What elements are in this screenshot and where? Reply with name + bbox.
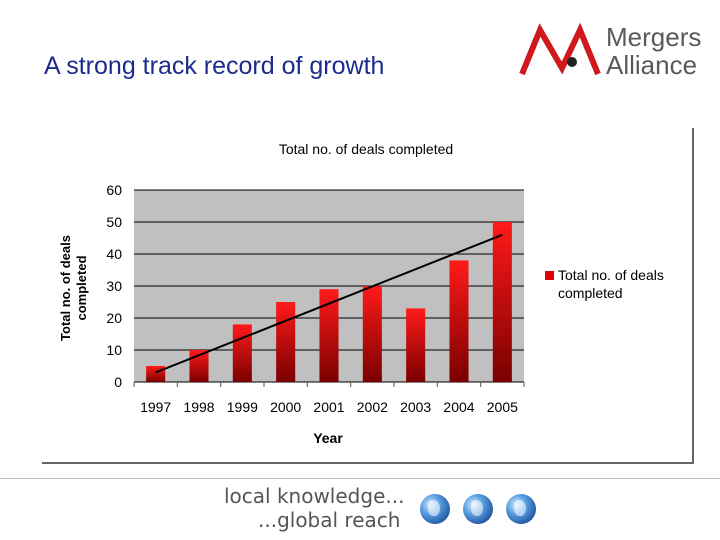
x-tick-label: 2000: [270, 399, 301, 415]
y-tick-label: 40: [106, 246, 122, 262]
legend-label-line1: Total no. of deals: [558, 267, 664, 283]
x-tick-label: 2004: [443, 399, 474, 415]
x-tick-label: 2001: [313, 399, 344, 415]
y-tick-label: 20: [106, 310, 122, 326]
bar-2000: [276, 302, 296, 382]
y-axis-label: Total no. of deals completed: [58, 235, 89, 341]
y-tick-label: 50: [106, 214, 122, 230]
bar-2004: [449, 260, 469, 382]
legend-swatch: [545, 271, 554, 280]
y-axis-label-line2: completed: [74, 255, 89, 320]
x-tick-labels: 1997 1998 1999 2000 2001 2002 2003 2004 2005: [140, 399, 518, 415]
y-tick-label: 0: [114, 374, 122, 390]
chart-title: Total no. of deals completed: [279, 141, 453, 157]
tagline-global-reach: ...global reach: [258, 508, 401, 532]
x-tick-label: 2002: [357, 399, 388, 415]
deals-chart: Total no. of deals completed Total no. o…: [58, 141, 664, 446]
x-tick-label: 1997: [140, 399, 171, 415]
chart-frame: Total no. of deals completed Total no. o…: [42, 128, 694, 464]
mergers-alliance-logo: Mergers Alliance: [516, 22, 706, 82]
x-axis-label: Year: [313, 430, 343, 446]
y-tick-label: 30: [106, 278, 122, 294]
globe-europe-icon: [420, 494, 450, 524]
x-tick-label: 2005: [487, 399, 518, 415]
logo-mark-icon: [519, 22, 601, 76]
legend-label-line2: completed: [558, 285, 623, 301]
y-tick-label: 10: [106, 342, 122, 358]
globe-americas-icon: [463, 494, 493, 524]
bar-2001: [319, 289, 339, 382]
footer-divider: [0, 478, 720, 479]
bar-2002: [362, 286, 382, 382]
tagline-local-knowledge: local knowledge...: [224, 484, 405, 508]
trendline-segment: [155, 233, 503, 374]
x-tick-label: 1998: [183, 399, 214, 415]
y-axis-label-line1: Total no. of deals: [58, 235, 73, 341]
logo-word-mergers: Mergers: [606, 22, 702, 52]
x-tick-label: 2003: [400, 399, 431, 415]
legend: Total no. of deals completed: [545, 267, 664, 301]
bar-1997: [146, 366, 166, 382]
trendline: [155, 233, 503, 374]
slide-title: A strong track record of growth: [44, 52, 385, 80]
y-tick-labels: 0 10 20 30 40 50 60: [106, 182, 122, 390]
x-tick-label: 1999: [227, 399, 258, 415]
y-tick-label: 60: [106, 182, 122, 198]
bar-1999: [232, 324, 252, 382]
bar-2003: [406, 308, 426, 382]
bar-2005: [492, 222, 512, 382]
bar-series: [146, 222, 512, 382]
globe-asia-icon: [506, 494, 536, 524]
logo-word-alliance: Alliance: [606, 50, 698, 80]
